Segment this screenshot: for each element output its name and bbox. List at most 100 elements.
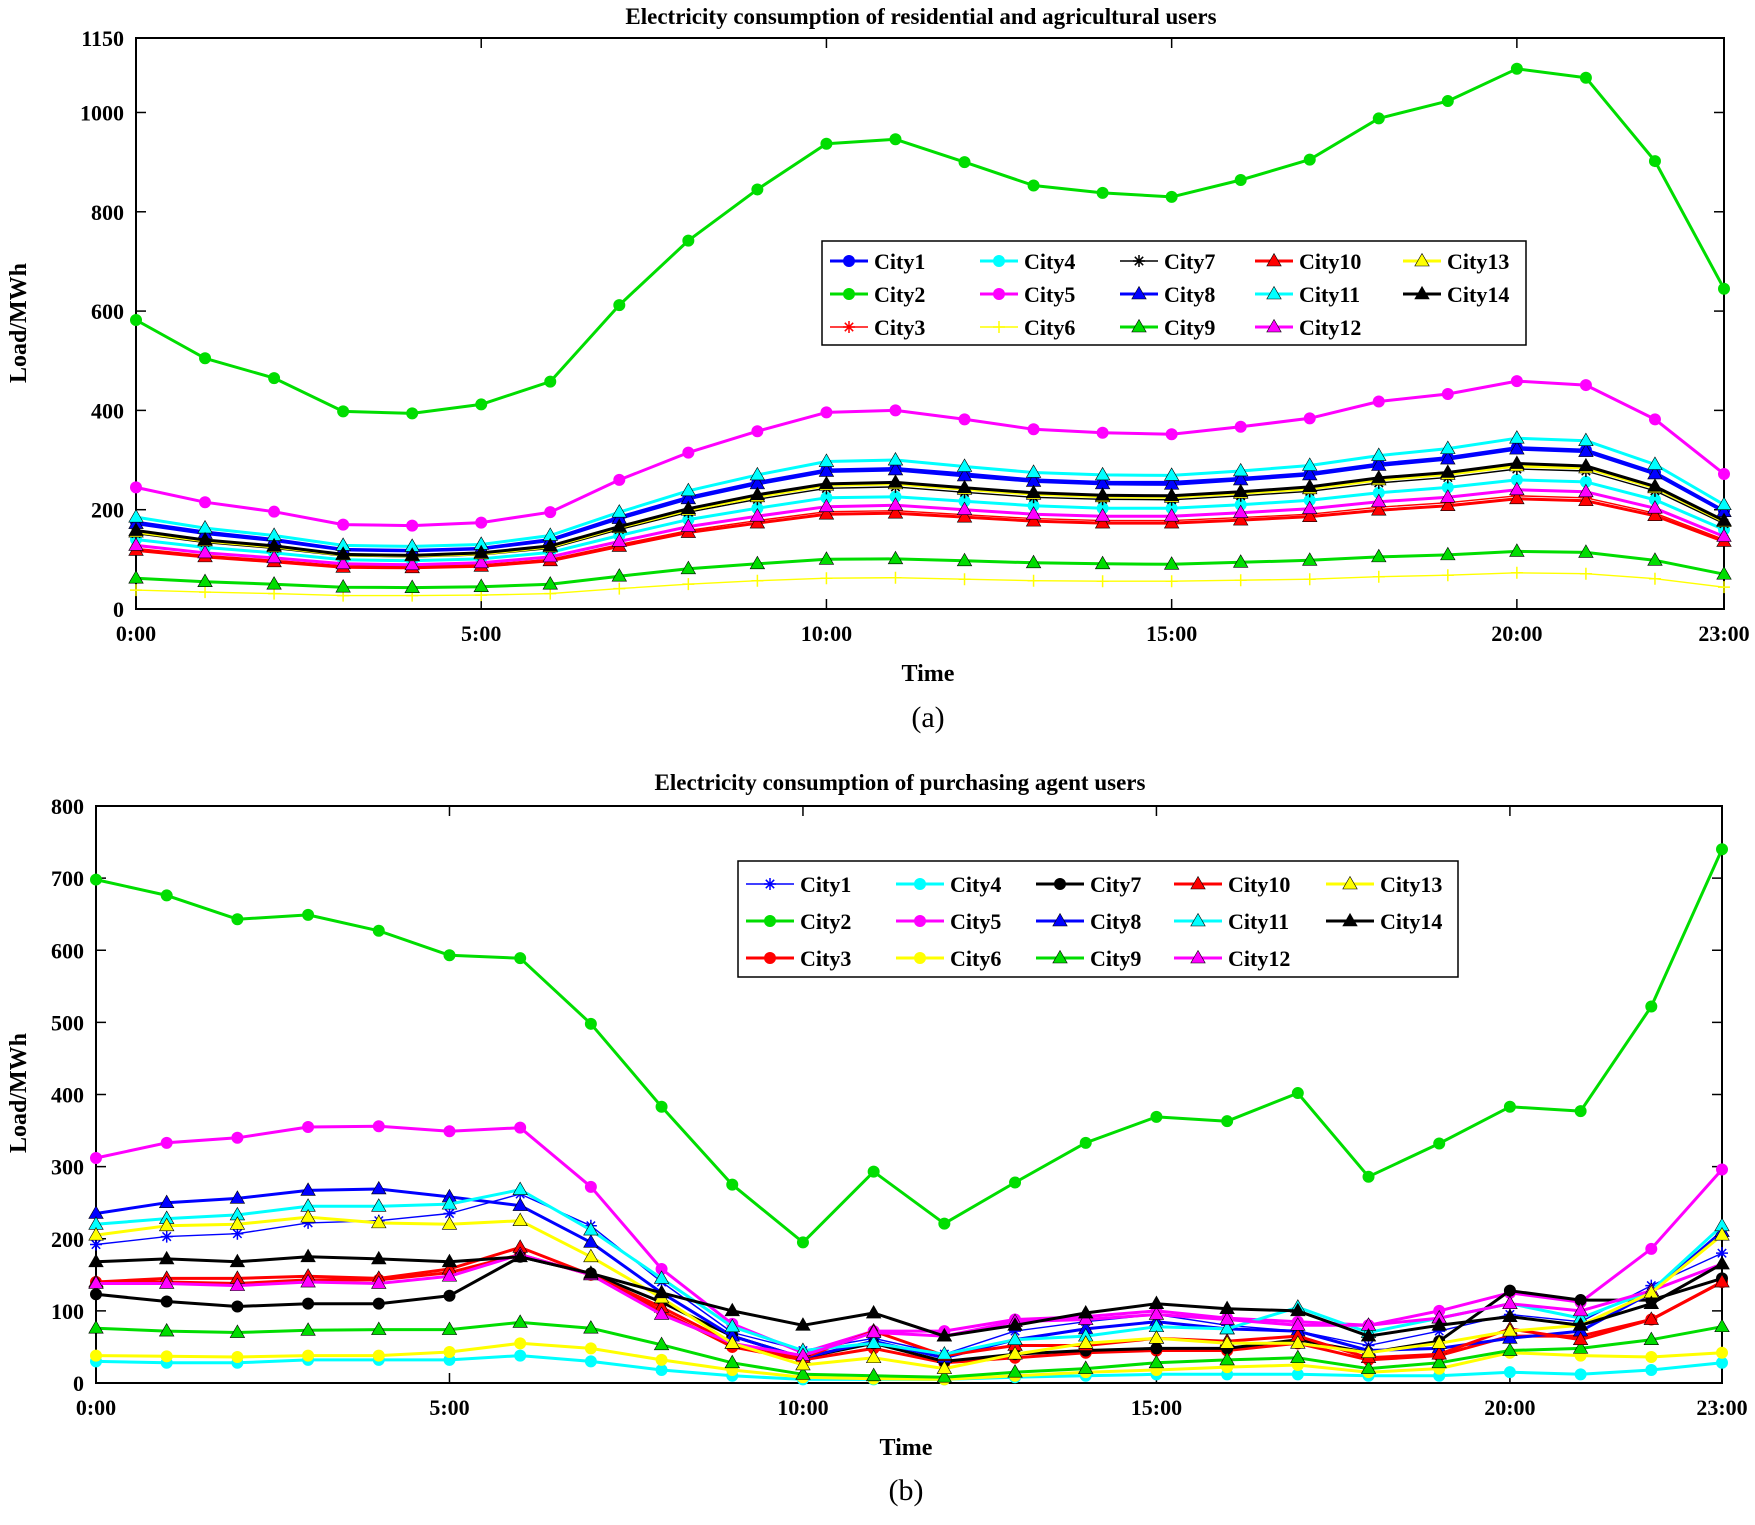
data-point-city1: [302, 1216, 315, 1229]
x-axis-label-a: Time: [902, 661, 955, 687]
data-point-city11: [583, 1221, 599, 1236]
data-point-city6: [1645, 1351, 1658, 1364]
data-point-city4: [1716, 1356, 1728, 1369]
series-lines-a: [128, 62, 1732, 602]
legend-entry-city14: City14: [1403, 282, 1509, 307]
data-point-city11: [441, 1196, 458, 1210]
data-point-city2: [1648, 155, 1661, 168]
data-point-city11: [956, 458, 973, 472]
legend-marker: [843, 321, 855, 333]
data-point-city9: [1371, 548, 1387, 563]
data-point-city6: [1096, 575, 1109, 588]
data-point-city12: [653, 1306, 670, 1320]
data-point-city5: [820, 406, 833, 419]
data-point-city5: [1372, 395, 1385, 408]
legend-entry-city3: City3: [746, 946, 851, 971]
series-line-city2: [135, 67, 1726, 415]
legend-entry-city11: City11: [1255, 282, 1360, 307]
data-point-city6: [584, 1342, 597, 1355]
chart-panel-a: Electricity consumption of residential a…: [6, 4, 1750, 734]
data-point-city14: [611, 518, 628, 532]
data-point-city9: [128, 570, 144, 584]
legend-entry-city13: City13: [1403, 249, 1509, 274]
data-point-city14: [335, 546, 351, 560]
data-point-city10: [1578, 492, 1594, 507]
data-point-city5: [1096, 426, 1109, 439]
legend-label: City11: [1228, 909, 1289, 934]
legend-entry-city14: City14: [1326, 909, 1442, 934]
data-point-city14: [1219, 1300, 1235, 1315]
data-point-city7: [443, 1289, 456, 1302]
series-line-city9: [95, 1320, 1723, 1379]
x-axis-label-b: Time: [880, 1435, 933, 1461]
data-point-city7: [1503, 1284, 1516, 1297]
series-line-city4: [135, 478, 1725, 563]
legend-entry-city11: City11: [1174, 909, 1289, 934]
data-point-city2: [1362, 1170, 1375, 1183]
data-point-city9: [611, 568, 628, 582]
data-point-city14: [266, 537, 282, 552]
legend-label: City6: [950, 946, 1001, 971]
data-point-city5: [372, 1120, 385, 1133]
legend-marker: [1414, 285, 1430, 300]
data-point-city6: [1648, 572, 1661, 585]
data-point-city9: [818, 551, 835, 565]
y-tick-label: 1000: [80, 100, 124, 125]
data-point-city14: [300, 1248, 316, 1263]
x-tick-label: 5:00: [429, 1395, 469, 1420]
data-point-city2: [613, 299, 626, 312]
legend-marker: [1190, 949, 1206, 964]
data-point-city6: [268, 587, 281, 600]
legend-marker: [914, 878, 926, 890]
data-point-city12: [1025, 506, 1042, 520]
data-point-city14: [1502, 1308, 1518, 1322]
series-line-city6: [135, 572, 1725, 597]
data-point-city13: [795, 1356, 811, 1371]
series-line-city11: [135, 436, 1725, 548]
data-point-city6: [1510, 566, 1523, 579]
data-point-city2: [514, 952, 527, 965]
data-point-city2: [1165, 190, 1178, 203]
x-tick-label: 10:00: [801, 621, 852, 646]
data-point-city14: [1714, 1255, 1730, 1270]
data-point-city9: [371, 1321, 387, 1335]
data-point-city10: [1302, 508, 1318, 522]
y-tick-label: 1150: [81, 26, 124, 51]
data-point-city6: [1027, 574, 1040, 587]
legend-entry-city9: City9: [1120, 315, 1215, 340]
data-point-city12: [1163, 508, 1180, 522]
data-point-city5: [1165, 428, 1178, 441]
data-point-city9: [865, 1367, 882, 1382]
data-point-city5: [544, 506, 557, 519]
data-point-city14: [583, 1265, 599, 1279]
data-point-city10: [956, 509, 973, 523]
data-point-city9: [300, 1322, 316, 1336]
legend-label: City11: [1299, 282, 1360, 307]
series-line-city7: [95, 1255, 1723, 1363]
data-point-city8: [1578, 443, 1594, 457]
legend-label: City2: [874, 282, 925, 307]
data-point-city5: [90, 1151, 102, 1164]
data-point-city11: [371, 1198, 387, 1212]
data-point-city11: [1509, 430, 1525, 444]
data-point-city2: [1503, 1100, 1516, 1113]
y-tick-label: 400: [51, 1083, 84, 1108]
data-point-city11: [680, 482, 697, 497]
data-point-city2: [160, 889, 173, 902]
data-point-city5: [514, 1121, 527, 1134]
data-point-city9: [680, 560, 697, 575]
data-point-city10: [887, 505, 904, 519]
data-point-city6: [1579, 567, 1592, 580]
legend-marker: [1266, 252, 1282, 267]
data-point-city8: [158, 1194, 175, 1208]
y-tick-label: 400: [91, 398, 124, 423]
data-point-city10: [1163, 515, 1180, 529]
x-tick-label: 10:00: [777, 1395, 828, 1420]
data-point-city9: [956, 552, 973, 567]
series-line-city6: [95, 1341, 1723, 1381]
legend-label: City7: [1090, 872, 1141, 897]
data-point-city7: [160, 1295, 173, 1308]
data-point-city2: [1150, 1110, 1163, 1123]
data-point-city5: [475, 516, 488, 529]
data-point-city14: [887, 474, 904, 488]
